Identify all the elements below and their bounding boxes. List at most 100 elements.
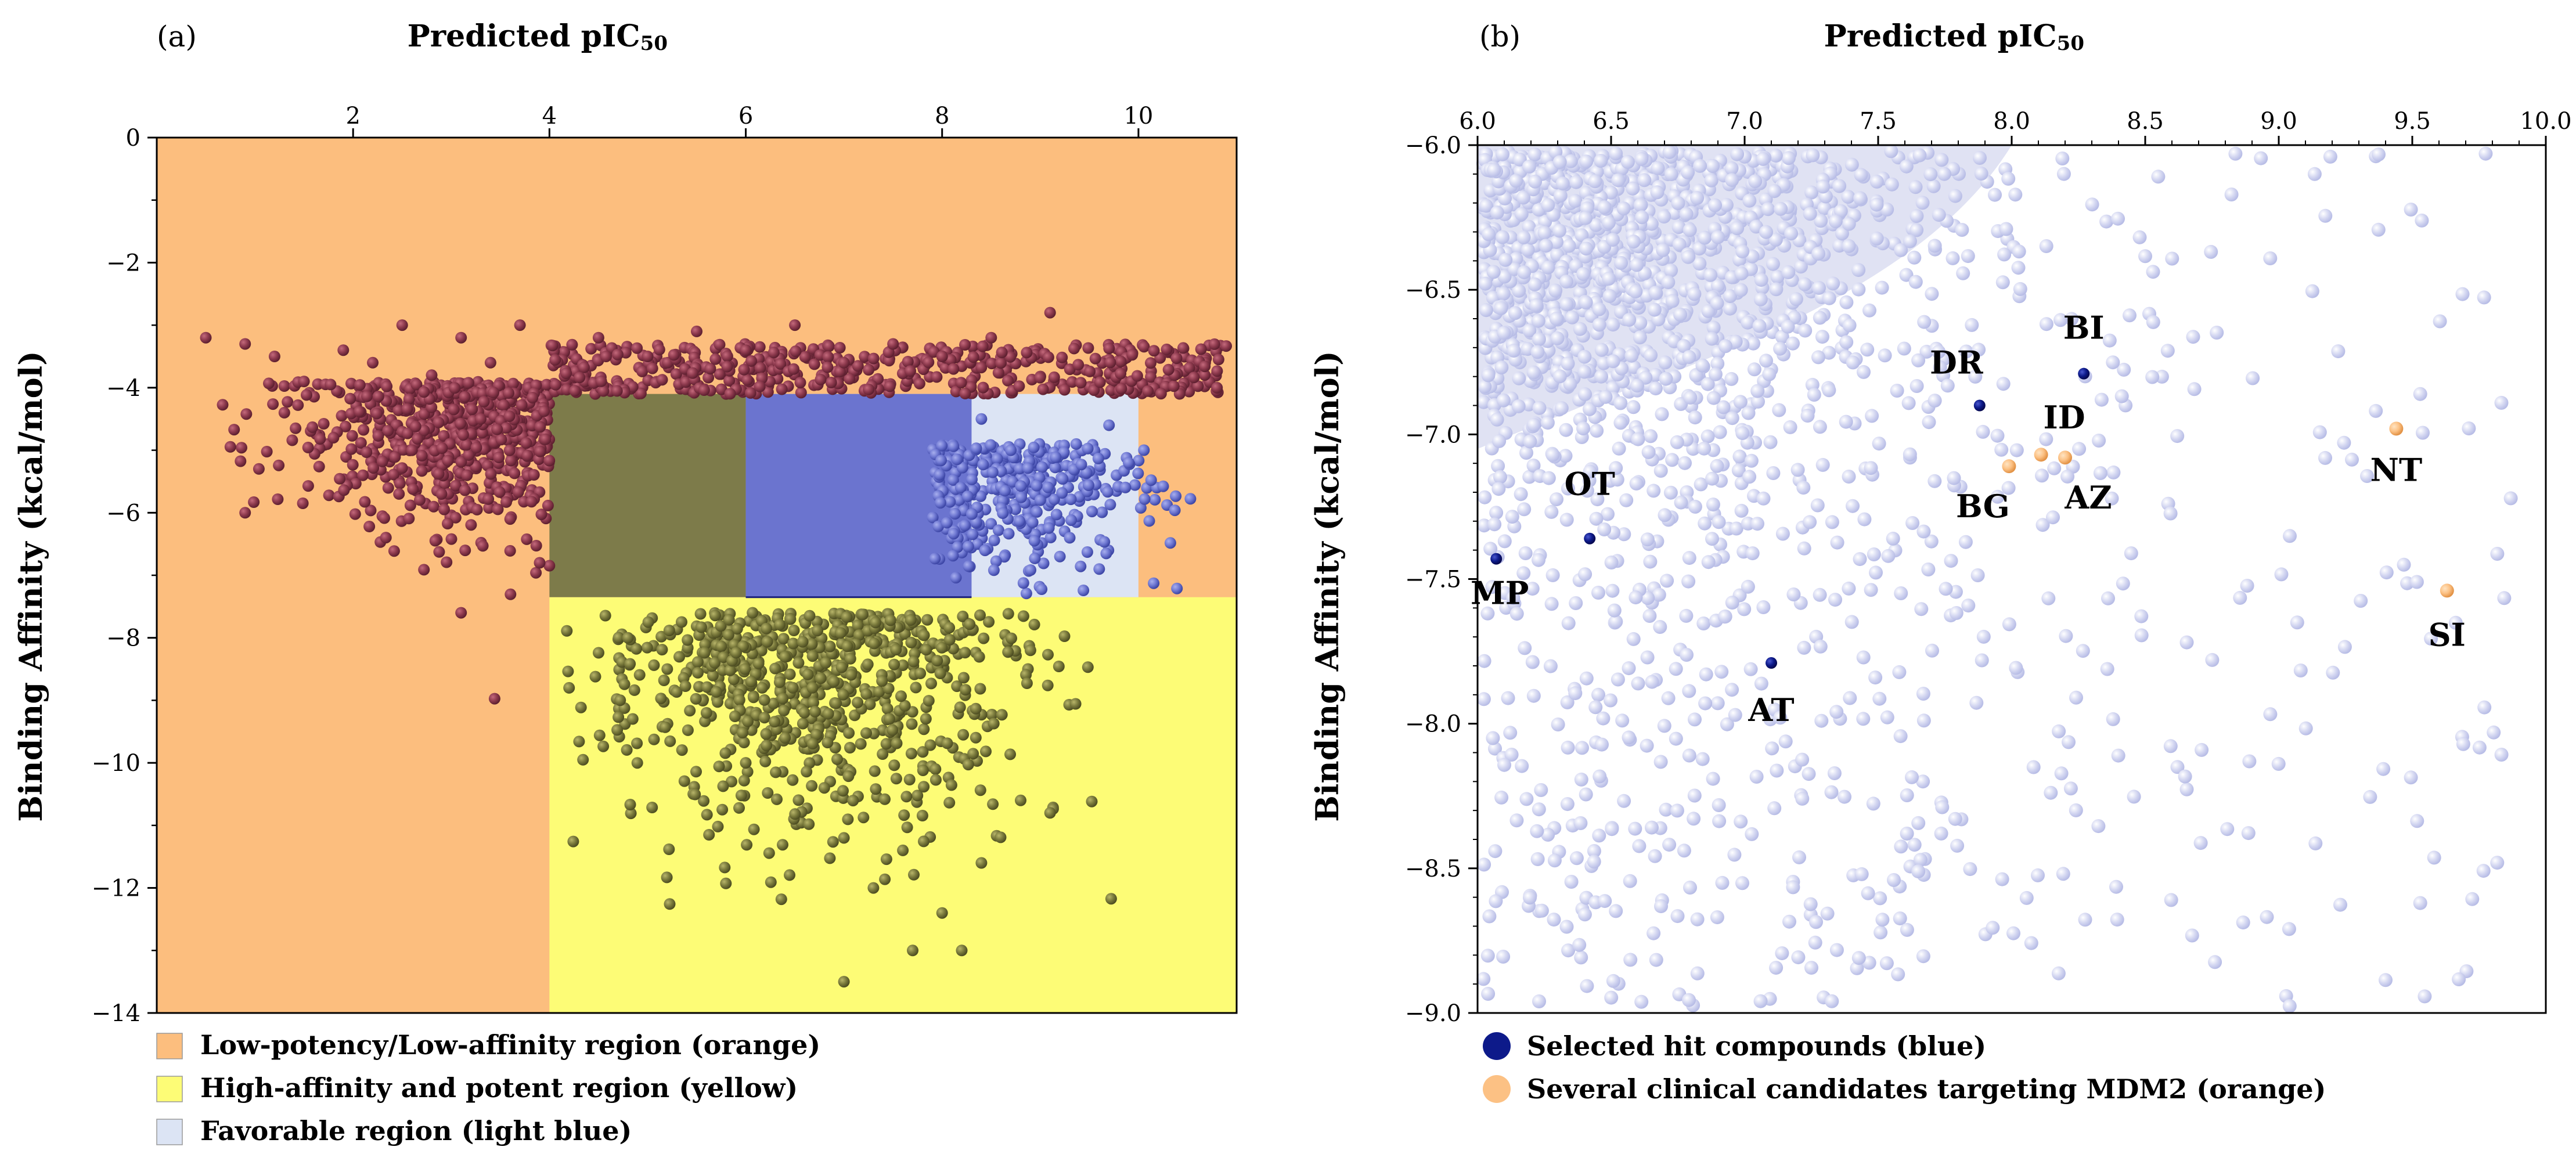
data-point bbox=[1774, 201, 1788, 216]
data-point bbox=[1733, 395, 1748, 409]
data-point bbox=[863, 383, 875, 395]
data-point bbox=[1928, 394, 1942, 408]
data-point bbox=[1054, 550, 1066, 563]
data-point bbox=[407, 483, 419, 495]
data-point bbox=[1490, 412, 1504, 427]
point-label: SI bbox=[2429, 616, 2466, 653]
data-point bbox=[2116, 576, 2130, 591]
data-point bbox=[1854, 867, 1869, 881]
data-point bbox=[478, 396, 490, 408]
labeled-point-mp: MP bbox=[1471, 553, 1529, 612]
data-point bbox=[1148, 345, 1160, 357]
panel-b-axes: 6.0 6.5 7.0 7.5 8.0 8.5 9.0 9.5 10.0−6.0−6.5−7.0… bbox=[1405, 108, 2572, 1027]
data-point bbox=[747, 691, 759, 704]
data-point bbox=[573, 735, 585, 748]
data-point bbox=[404, 499, 416, 511]
data-point bbox=[416, 465, 428, 477]
data-point bbox=[1843, 691, 1857, 705]
data-point bbox=[760, 728, 772, 740]
data-point bbox=[761, 622, 773, 634]
data-point bbox=[729, 711, 741, 722]
data-point bbox=[762, 386, 774, 398]
data-point bbox=[248, 496, 260, 508]
data-point bbox=[1874, 925, 1888, 940]
data-point bbox=[2091, 819, 2106, 834]
data-point bbox=[1148, 577, 1160, 589]
data-point bbox=[438, 430, 450, 442]
data-point bbox=[1756, 491, 1771, 506]
data-point bbox=[635, 387, 647, 399]
data-point bbox=[1491, 482, 1506, 496]
data-point bbox=[774, 358, 787, 370]
data-point bbox=[323, 489, 335, 502]
data-point bbox=[2271, 756, 2286, 771]
data-point bbox=[1170, 490, 1182, 502]
data-point bbox=[428, 500, 439, 513]
data-point bbox=[1746, 336, 1760, 351]
data-point bbox=[1844, 615, 1859, 629]
data-point bbox=[1188, 372, 1200, 384]
data-point bbox=[459, 484, 471, 496]
labeled-point-bi: BI bbox=[2063, 309, 2105, 380]
data-point bbox=[1907, 250, 1922, 265]
data-point bbox=[806, 638, 818, 650]
data-point bbox=[1657, 719, 1671, 733]
data-point bbox=[1732, 449, 1747, 464]
data-point bbox=[986, 358, 998, 370]
data-point bbox=[2011, 261, 2026, 275]
data-point bbox=[1657, 210, 1671, 223]
data-point bbox=[1703, 268, 1718, 282]
legend-label: Several clinical candidates targeting MD… bbox=[1527, 1073, 2326, 1105]
data-point bbox=[1698, 696, 1713, 711]
data-point bbox=[578, 361, 590, 373]
data-point bbox=[535, 509, 547, 521]
data-point bbox=[2102, 333, 2117, 348]
data-point bbox=[1559, 275, 1573, 289]
data-point bbox=[1541, 471, 1556, 485]
data-point bbox=[1525, 655, 1540, 669]
x-tick-label: 6.5 bbox=[1593, 108, 1630, 135]
data-point bbox=[1155, 388, 1167, 400]
data-point bbox=[465, 519, 477, 531]
data-point bbox=[719, 861, 731, 874]
data-point bbox=[1177, 342, 1189, 354]
data-point bbox=[1630, 378, 1644, 393]
data-point bbox=[690, 766, 702, 778]
data-point bbox=[470, 442, 482, 454]
data-point bbox=[2093, 466, 2107, 480]
data-point bbox=[1161, 343, 1173, 355]
data-point bbox=[1488, 844, 1503, 859]
data-point bbox=[963, 560, 975, 572]
data-point bbox=[1521, 243, 1535, 257]
data-point bbox=[1579, 241, 1594, 256]
data-point bbox=[2260, 910, 2274, 924]
data-point bbox=[1476, 395, 1491, 409]
data-point bbox=[789, 808, 801, 820]
data-point bbox=[663, 843, 675, 855]
data-point bbox=[1601, 507, 1615, 521]
data-point bbox=[2111, 748, 2125, 763]
data-point bbox=[1797, 541, 1811, 556]
data-point bbox=[1775, 330, 1789, 344]
data-point bbox=[1592, 828, 1606, 843]
y-tick-label: −4 bbox=[106, 375, 140, 402]
data-point bbox=[985, 439, 997, 451]
data-point bbox=[950, 572, 962, 584]
data-point bbox=[1515, 759, 1529, 773]
data-point bbox=[477, 540, 489, 552]
data-point bbox=[1611, 672, 1625, 687]
data-point bbox=[1199, 369, 1211, 381]
data-point bbox=[1509, 174, 1523, 188]
data-point bbox=[1875, 280, 1889, 295]
data-point bbox=[1534, 783, 1548, 797]
data-point bbox=[1656, 243, 1670, 257]
data-point bbox=[1057, 473, 1069, 485]
data-point bbox=[1622, 661, 1636, 676]
data-point bbox=[880, 853, 892, 866]
data-point bbox=[1894, 839, 1908, 854]
data-point bbox=[1569, 851, 1584, 866]
data-point bbox=[2163, 506, 2178, 521]
data-point bbox=[1098, 536, 1111, 548]
data-point bbox=[217, 399, 229, 411]
data-point bbox=[950, 385, 962, 398]
